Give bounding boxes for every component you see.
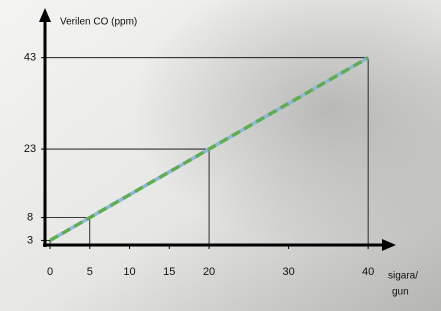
y-tick-label: 43 bbox=[24, 52, 36, 64]
chart: Verilen CO (ppm) sigara/ gun 3 8 23 43 0 5 10 1… bbox=[0, 0, 441, 311]
x-tick-label: 20 bbox=[203, 266, 215, 278]
background-smoke bbox=[0, 0, 441, 311]
y-tick-label: 3 bbox=[27, 234, 33, 246]
y-tick-label: 23 bbox=[24, 143, 36, 155]
x-axis-label: sigara/ bbox=[388, 271, 418, 282]
x-tick-label: 40 bbox=[362, 266, 374, 278]
y-tick-label: 8 bbox=[27, 211, 33, 223]
x-tick-label: 0 bbox=[47, 266, 53, 278]
x-tick-label: 15 bbox=[163, 266, 175, 278]
x-tick-label: 30 bbox=[282, 266, 294, 278]
x-tick-label: 10 bbox=[123, 266, 135, 278]
x-axis-label: gun bbox=[392, 287, 409, 298]
x-tick-label: 5 bbox=[87, 266, 93, 278]
y-axis-label: Verilen CO (ppm) bbox=[60, 17, 137, 28]
